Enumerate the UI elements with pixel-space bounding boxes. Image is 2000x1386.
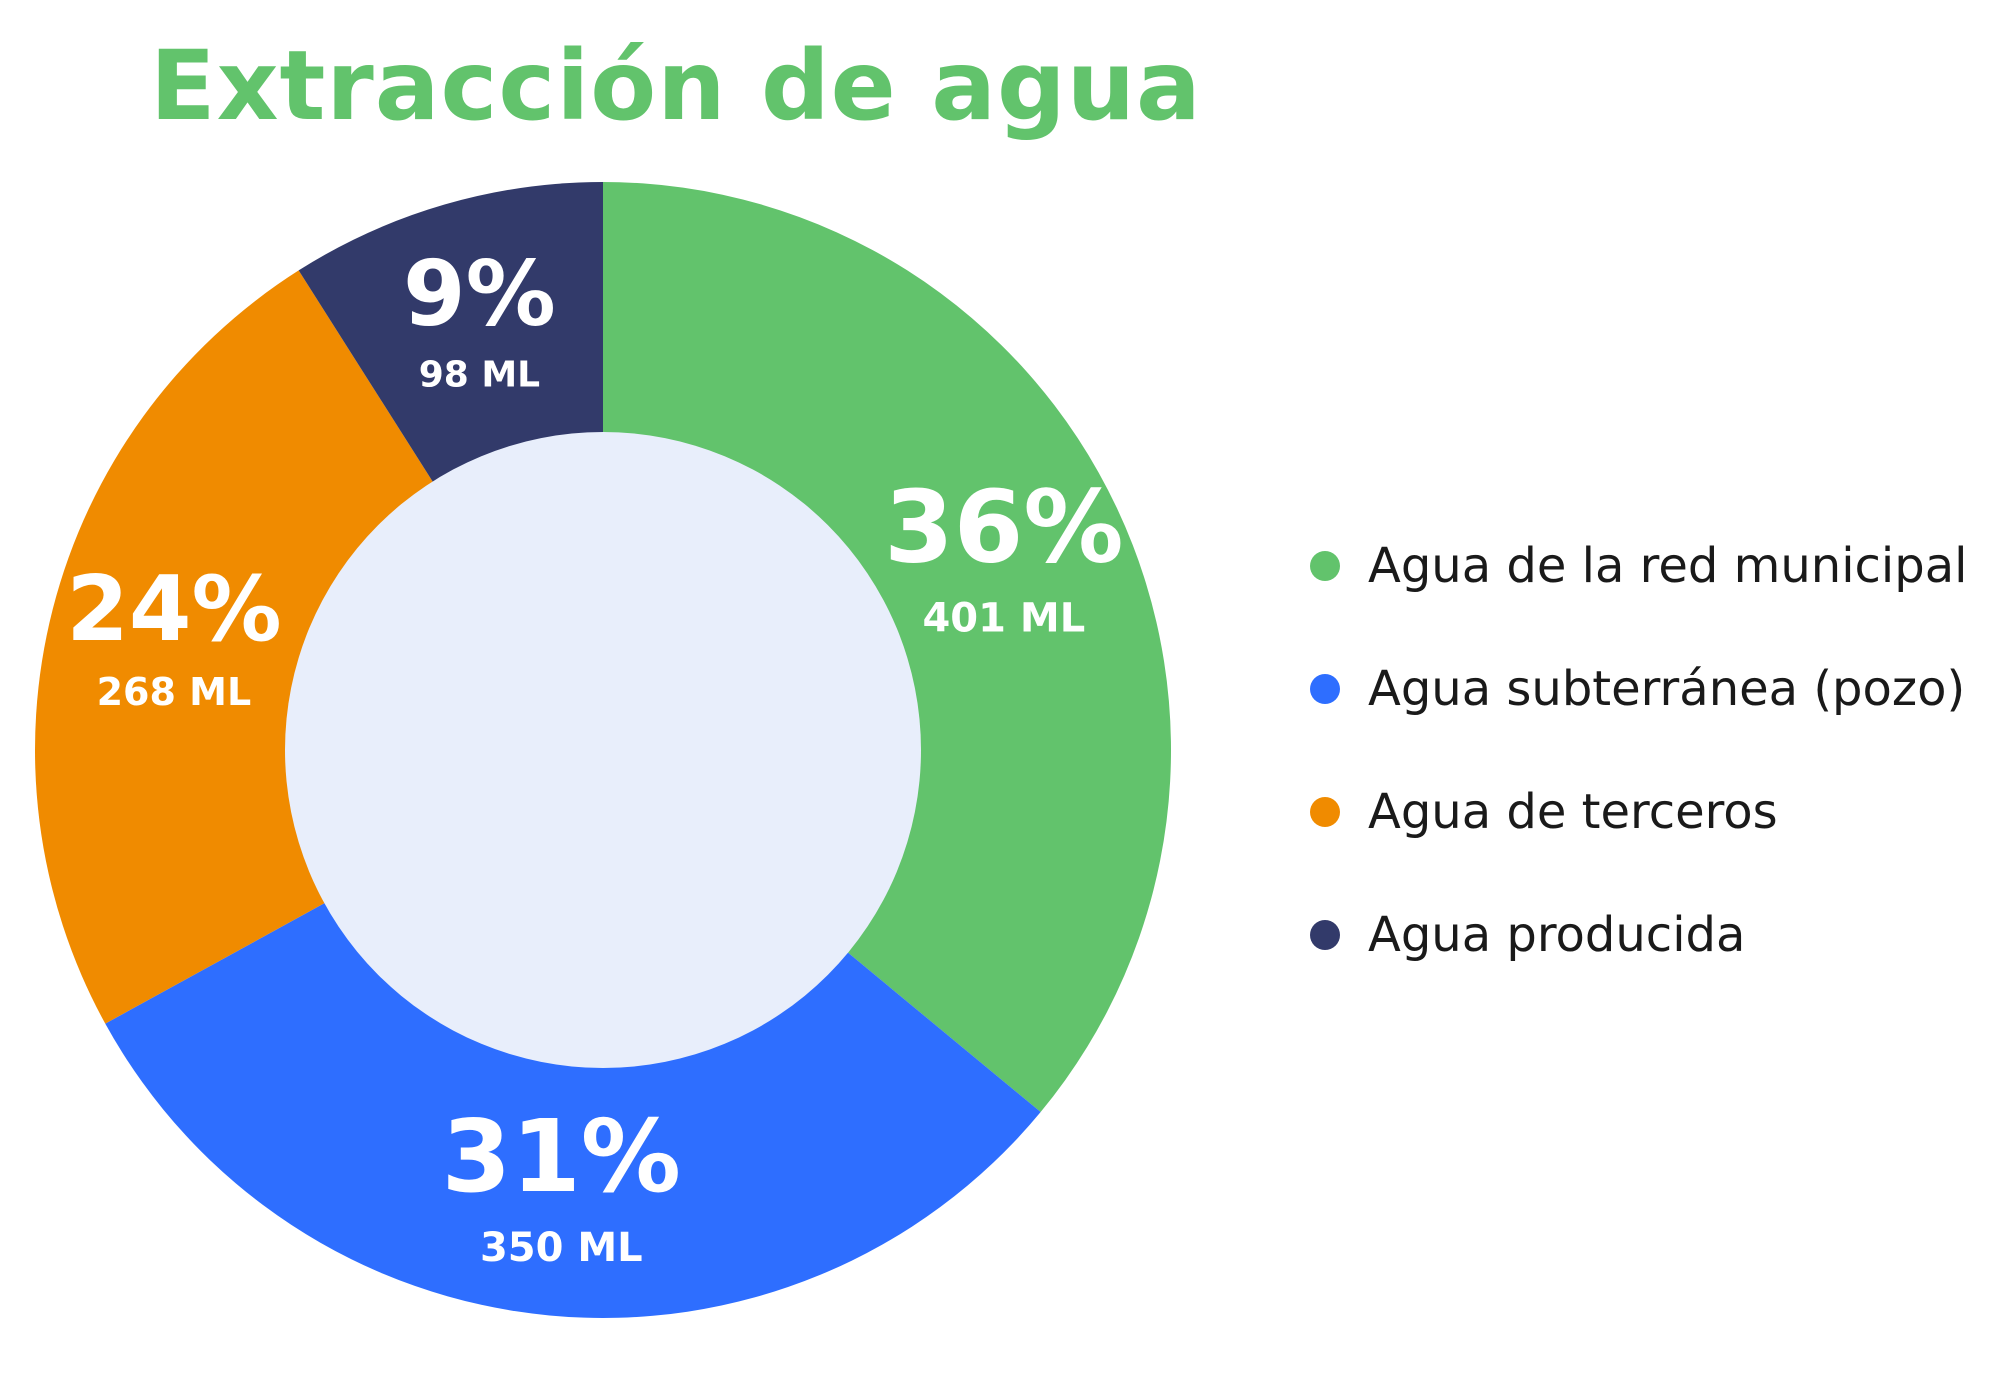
- legend-item-subterranea: Agua subterránea (pozo): [1310, 661, 1967, 717]
- legend: Agua de la red municipal Agua subterránea…: [1310, 538, 1967, 963]
- donut-chart: 36% 401 ML 31% 350 ML 24% 268 ML 9% 98 ML: [35, 182, 1171, 1318]
- legend-item-terceros: Agua de terceros: [1310, 784, 1967, 840]
- legend-label: Agua producida: [1368, 907, 1746, 963]
- percent-label-terceros: 24%: [66, 557, 281, 662]
- volume-label-terceros: 268 ML: [97, 670, 252, 714]
- legend-item-red-municipal: Agua de la red municipal: [1310, 538, 1967, 594]
- legend-dot: [1310, 674, 1340, 704]
- legend-dot: [1310, 551, 1340, 581]
- legend-label: Agua de terceros: [1368, 784, 1778, 840]
- volume-label-subterranea: 350 ML: [480, 1225, 643, 1271]
- chart-title: Extracción de agua: [150, 30, 1202, 142]
- volume-label-producida: 98 ML: [419, 355, 540, 396]
- percent-label-red-municipal: 36%: [884, 468, 1123, 585]
- percent-label-subterranea: 31%: [442, 1098, 681, 1215]
- legend-label: Agua de la red municipal: [1368, 538, 1968, 594]
- legend-dot: [1310, 920, 1340, 950]
- legend-dot: [1310, 797, 1340, 827]
- volume-label-red-municipal: 401 ML: [922, 595, 1085, 641]
- legend-item-producida: Agua producida: [1310, 907, 1967, 963]
- donut-hole: [285, 432, 921, 1068]
- percent-label-producida: 9%: [403, 242, 556, 347]
- legend-label: Agua subterránea (pozo): [1368, 661, 1966, 717]
